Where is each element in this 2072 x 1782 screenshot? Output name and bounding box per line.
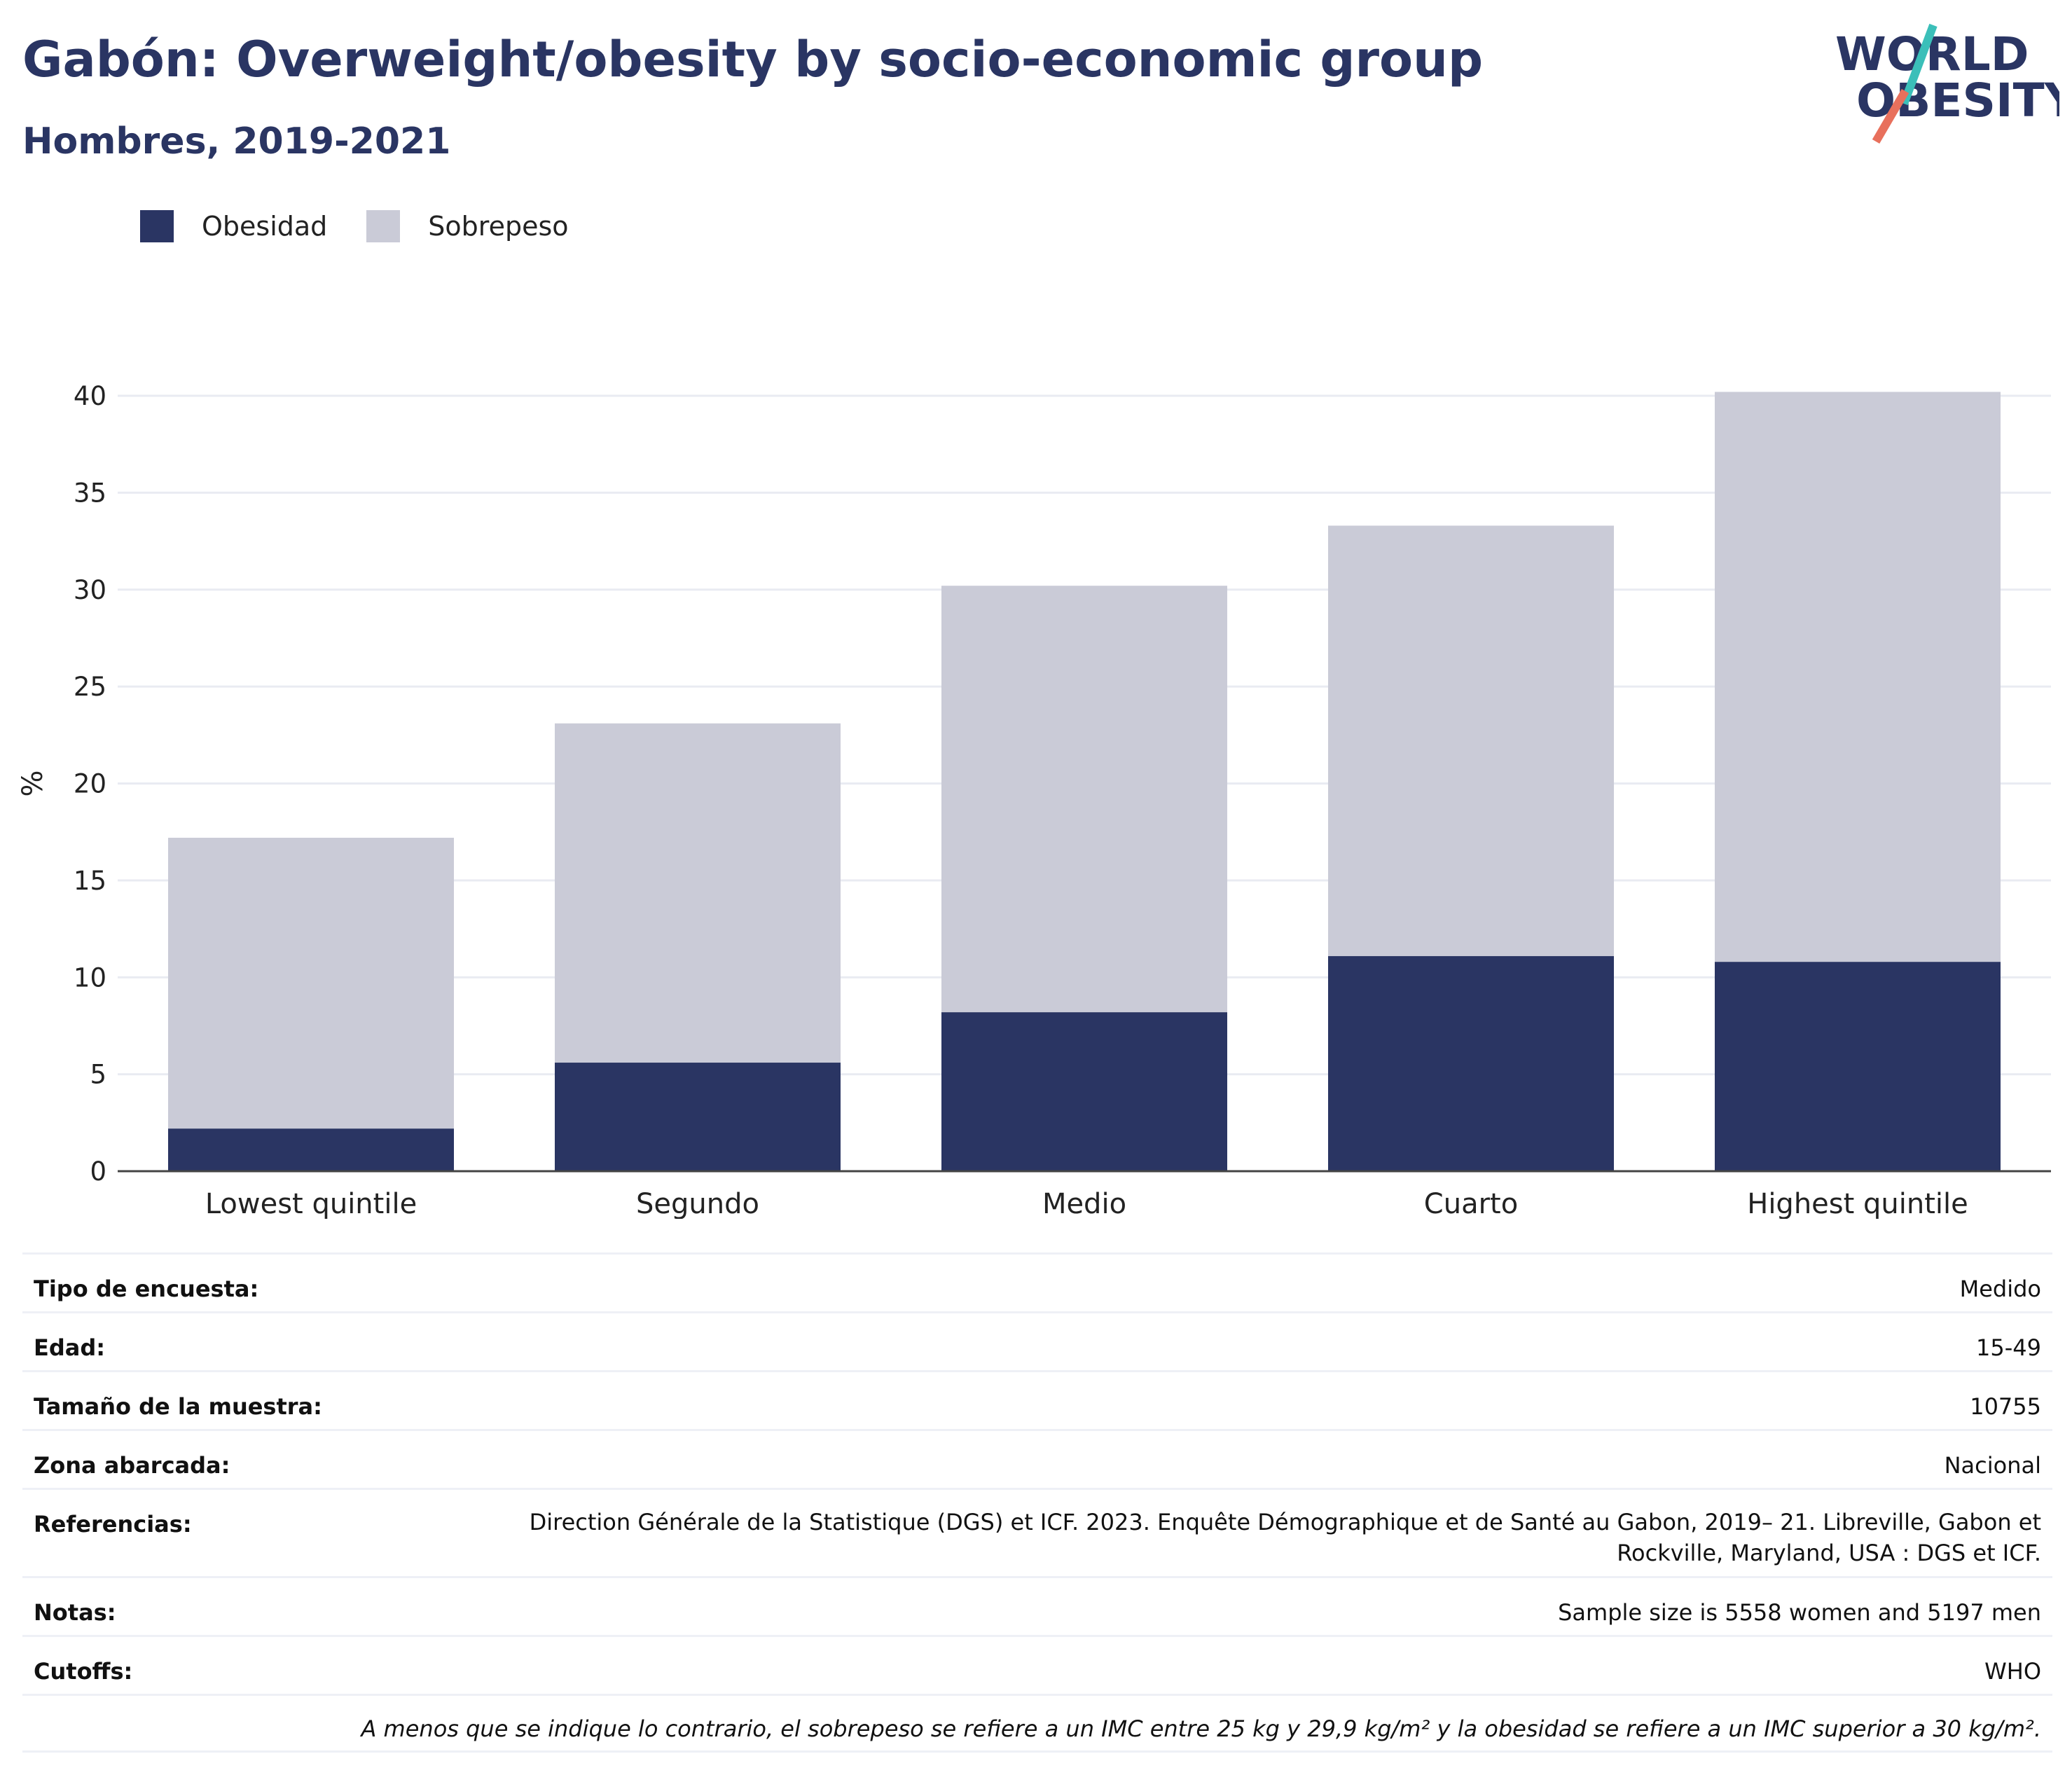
survey-info-table: Tipo de encuesta: Medido Edad: 15-49 Tam…	[22, 1252, 2052, 1753]
bar-obesity	[941, 1012, 1227, 1171]
y-tick-label: 35	[74, 478, 106, 508]
bar-overweight	[941, 586, 1227, 1013]
stacked-bar-chart: 0 5 10 15 20 25 30 35 40% Lowest quintile Segundo M…	[17, 381, 2051, 1219]
info-label: Tipo de encuesta:	[34, 1276, 259, 1302]
info-row-references: Referencias: Direction Générale de la St…	[22, 1488, 2052, 1576]
info-row-coverage: Zona abarcada: Nacional	[22, 1429, 2052, 1488]
info-value: 15-49	[1976, 1334, 2041, 1361]
y-tick-label: 25	[74, 672, 106, 702]
legend-item-overweight[interactable]: Sobrepeso	[366, 210, 569, 242]
info-value: Sample size is 5558 women and 5197 men	[1558, 1599, 2041, 1626]
y-tick-label: 15	[74, 866, 106, 896]
logo-slash-teal	[1900, 23, 1938, 106]
legend-item-obesity[interactable]: Obesidad	[140, 210, 327, 242]
bar-overweight	[1715, 392, 2001, 962]
bar-obesity	[555, 1063, 841, 1171]
info-value: WHO	[1984, 1658, 2041, 1685]
x-tick-label: Segundo	[636, 1188, 759, 1219]
info-value: 10755	[1970, 1393, 2041, 1420]
bar-overweight	[1328, 525, 1614, 956]
legend-swatch-obesity	[140, 210, 174, 242]
x-tick-label: Highest quintile	[1747, 1188, 1968, 1219]
x-tick-label: Lowest quintile	[205, 1188, 417, 1219]
info-label: Tamaño de la muestra:	[34, 1393, 322, 1420]
bar-obesity	[1715, 962, 2001, 1171]
chart-subtitle: Hombres, 2019-2021	[22, 120, 451, 163]
bar-obesity	[1328, 955, 1614, 1171]
legend-label-obesity: Obesidad	[202, 211, 328, 242]
info-label: Cutoffs:	[34, 1658, 133, 1685]
x-tick-label: Medio	[1042, 1188, 1126, 1219]
info-row-cutoffs: Cutoffs: WHO	[22, 1635, 2052, 1694]
y-tick-label: 30	[74, 575, 106, 605]
info-row-age: Edad: 15-49	[22, 1311, 2052, 1370]
bar-obesity	[168, 1128, 454, 1171]
y-axis-label: %	[17, 770, 49, 796]
bmi-footnote: A menos que se indique lo contrario, el …	[22, 1694, 2052, 1753]
bar-overweight	[555, 723, 841, 1063]
logo-slash-red	[1872, 88, 1909, 144]
y-tick-label: 5	[90, 1060, 106, 1090]
legend-label-overweight: Sobrepeso	[428, 211, 569, 242]
info-label: Zona abarcada:	[34, 1452, 230, 1479]
bar-overweight	[168, 837, 454, 1129]
info-value: Nacional	[1944, 1452, 2041, 1479]
info-row-notes: Notas: Sample size is 5558 women and 519…	[22, 1576, 2052, 1635]
info-value: Medido	[1959, 1276, 2041, 1302]
info-label: Notas:	[34, 1599, 116, 1626]
info-row-survey-type: Tipo de encuesta: Medido	[22, 1252, 2052, 1311]
legend-swatch-overweight	[366, 210, 401, 242]
y-tick-label: 40	[74, 381, 106, 411]
info-label: Edad:	[34, 1334, 106, 1361]
legend: Obesidad Sobrepeso	[140, 210, 608, 242]
y-tick-label: 10	[74, 962, 106, 993]
info-row-sample-size: Tamaño de la muestra: 10755	[22, 1370, 2052, 1429]
y-tick-label: 20	[74, 769, 106, 799]
info-label: Referencias:	[34, 1511, 192, 1538]
info-value: Direction Générale de la Statistique (DG…	[529, 1509, 2041, 1566]
world-obesity-logo: WORLD OBESITY	[1835, 23, 2059, 144]
chart-title: Gabón: Overweight/obesity by socio-econo…	[22, 31, 1484, 88]
y-tick-label: 0	[90, 1156, 106, 1187]
x-tick-label: Cuarto	[1424, 1188, 1518, 1219]
